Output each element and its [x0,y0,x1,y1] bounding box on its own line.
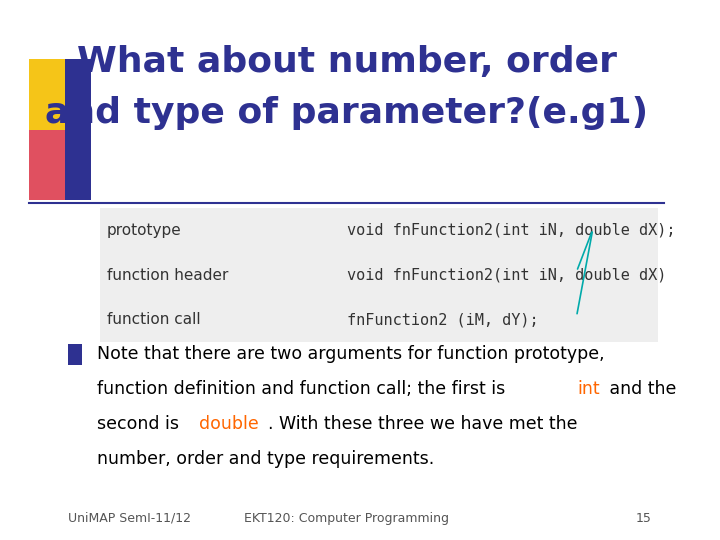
FancyBboxPatch shape [65,59,91,200]
Text: 15: 15 [635,512,651,525]
Text: UniMAP SemI-11/12: UniMAP SemI-11/12 [68,512,191,525]
Text: int: int [577,380,600,398]
Text: double: double [199,415,258,433]
Text: EKT120: Computer Programming: EKT120: Computer Programming [244,512,449,525]
Text: and type of parameter?(e.g1): and type of parameter?(e.g1) [45,97,648,130]
Text: prototype: prototype [107,223,181,238]
Text: void fnFunction2(int iN, double dX): void fnFunction2(int iN, double dX) [346,268,666,282]
Text: number, order and type requirements.: number, order and type requirements. [97,450,434,468]
Text: fnFunction2 (iM, dY);: fnFunction2 (iM, dY); [346,313,538,327]
Text: . With these three we have met the: . With these three we have met the [268,415,577,433]
FancyBboxPatch shape [100,208,657,342]
FancyBboxPatch shape [29,59,65,130]
Text: and the: and the [604,380,676,398]
Text: Note that there are two arguments for function prototype,: Note that there are two arguments for fu… [97,345,605,363]
FancyBboxPatch shape [29,130,65,200]
Text: function header: function header [107,268,228,282]
FancyBboxPatch shape [68,344,82,365]
Text: void fnFunction2(int iN, double dX);: void fnFunction2(int iN, double dX); [346,223,675,238]
Text: function call: function call [107,313,200,327]
Text: function definition and function call; the first is: function definition and function call; t… [97,380,510,398]
Text: second is: second is [97,415,184,433]
Text: What about number, order: What about number, order [76,45,616,79]
